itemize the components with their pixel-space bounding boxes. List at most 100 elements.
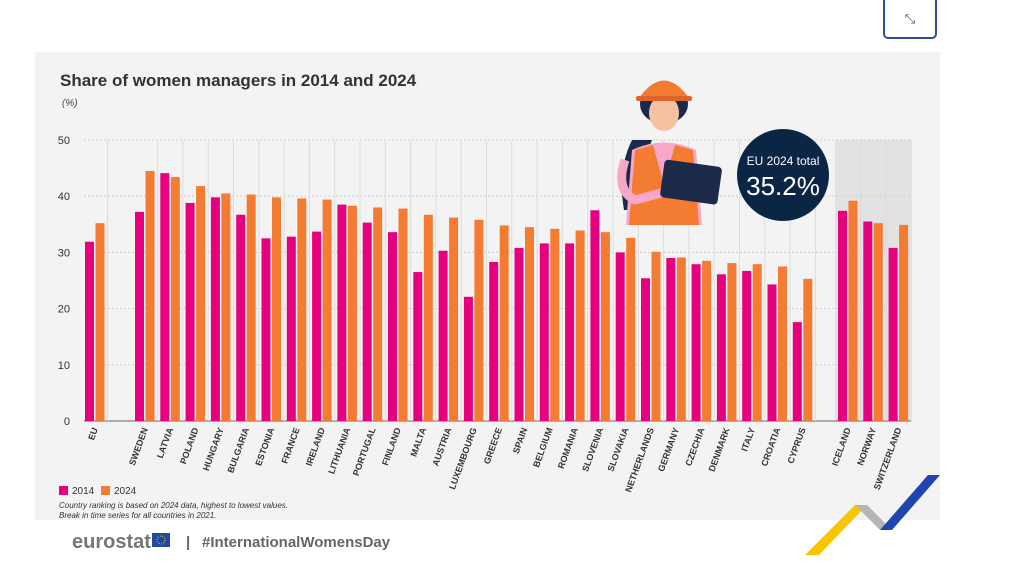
bar-2014-bulgaria xyxy=(236,214,246,421)
x-tick-label: HUNGARY xyxy=(201,426,226,472)
bar-2014-ireland xyxy=(312,231,322,421)
legend-swatch-2024 xyxy=(101,486,110,495)
bar-2014-cyprus xyxy=(792,322,802,421)
bar-2014-france xyxy=(286,236,296,421)
bar-2014-latvia xyxy=(160,173,170,421)
bar-2014-greece xyxy=(489,261,499,421)
chart-title: Share of women managers in 2014 and 2024 xyxy=(60,71,417,90)
x-tick-label: POLAND xyxy=(178,426,201,466)
bar-2024-czechia xyxy=(702,260,712,421)
x-tick-label: FINLAND xyxy=(380,426,403,467)
bar-2024-spain xyxy=(525,227,534,421)
bar-2024-italy xyxy=(752,264,762,421)
x-tick-label: BELGIUM xyxy=(531,426,555,468)
bar-2024-france xyxy=(297,198,307,421)
bar-2024-latvia xyxy=(170,177,180,421)
bar-2014-lithuania xyxy=(337,204,347,421)
x-tick-label: NORWAY xyxy=(855,426,878,467)
bar-2014-iceland xyxy=(838,210,847,421)
bar-2014-spain xyxy=(514,247,524,421)
bar-2024-poland xyxy=(196,186,206,421)
x-tick-label: CZECHIA xyxy=(683,426,706,467)
bar-2014-slovakia xyxy=(615,252,625,421)
bar-2024-malta xyxy=(423,214,433,421)
bar-2024-iceland xyxy=(848,200,858,421)
legend-label-2014: 2014 xyxy=(72,486,95,497)
bar-2014-malta xyxy=(413,272,423,421)
bar-2014-luxembourg xyxy=(463,296,473,421)
expand-icon: ⤡ xyxy=(904,10,916,26)
bar-2024-lithuania xyxy=(347,205,357,421)
x-tick-label: SLOVAKIA xyxy=(606,426,631,473)
bar-2024-greece xyxy=(499,225,509,421)
x-tick-label: SLOVENIA xyxy=(580,426,605,473)
bar-2014-poland xyxy=(185,202,195,421)
bar-2024-slovenia xyxy=(600,232,610,421)
bar-2014-finland xyxy=(388,232,397,421)
bar-2024-eu xyxy=(95,223,105,421)
x-tick-label: CYPRUS xyxy=(785,426,807,465)
legend-swatch-2014 xyxy=(59,486,68,495)
y-tick-label: 30 xyxy=(58,247,70,259)
bar-2024-estonia xyxy=(272,197,281,421)
bar-2024-netherlands xyxy=(651,251,661,421)
bar-2014-norway xyxy=(863,221,873,421)
eu-flag-icon xyxy=(152,533,170,547)
x-tick-label: PORTUGAL xyxy=(351,426,378,477)
badge-label: EU 2024 total xyxy=(747,154,820,168)
bar-2014-sweden xyxy=(135,211,144,421)
x-tick-label: GERMANY xyxy=(656,426,681,473)
bar-2014-germany xyxy=(666,258,676,421)
bar-2024-denmark xyxy=(727,263,737,421)
bar-2014-austria xyxy=(438,250,448,421)
x-tick-label: BULGARIA xyxy=(225,426,251,475)
x-tick-label: FRANCE xyxy=(279,426,301,465)
bar-2024-norway xyxy=(873,223,883,421)
note-ranking: Country ranking is based on 2024 data, h… xyxy=(59,501,288,510)
bar-2014-hungary xyxy=(210,197,220,421)
x-tick-label: LUXEMBOURG xyxy=(447,426,479,491)
bar-2024-switzerland xyxy=(899,224,909,421)
bar-2024-hungary xyxy=(221,193,231,421)
x-tick-label: LITHUANIA xyxy=(326,426,352,475)
woman-manager-illustration xyxy=(617,80,722,225)
bar-2024-sweden xyxy=(145,170,155,421)
x-tick-label: IRELAND xyxy=(304,426,327,467)
bar-2014-portugal xyxy=(362,222,372,421)
bar-2024-ireland xyxy=(322,199,332,421)
badge-value: 35.2% xyxy=(746,171,820,201)
x-tick-label: SPAIN xyxy=(511,426,530,455)
eurostat-logo: eurostat xyxy=(72,531,151,553)
x-tick-label: ROMANIA xyxy=(556,426,580,470)
x-tick-label: DENMARK xyxy=(707,426,732,473)
bar-2014-romania xyxy=(565,243,575,421)
bar-2024-luxembourg xyxy=(474,219,484,421)
x-tick-label: EU xyxy=(86,426,100,441)
bar-2024-finland xyxy=(398,208,408,421)
efta-shaded-region xyxy=(835,140,911,421)
bar-2014-czechia xyxy=(691,264,701,421)
bar-2014-netherlands xyxy=(641,278,650,421)
x-tick-label: GREECE xyxy=(482,426,504,465)
note-break: Break in time series for all countries i… xyxy=(59,511,216,520)
expand-button[interactable]: ⤡ xyxy=(883,0,937,39)
ribbon-decoration xyxy=(805,475,940,555)
bar-2014-switzerland xyxy=(888,247,898,421)
bar-2024-bulgaria xyxy=(246,194,256,421)
x-tick-label: ICELAND xyxy=(830,426,853,467)
bar-2014-eu xyxy=(85,241,94,421)
x-tick-label: LATVIA xyxy=(155,426,175,460)
footer-separator: | xyxy=(186,534,190,551)
x-tick-label: SWITZERLAND xyxy=(872,426,904,491)
bar-2014-denmark xyxy=(716,274,726,421)
bar-2024-germany xyxy=(676,257,686,421)
bar-2024-cyprus xyxy=(803,278,813,421)
bar-2014-croatia xyxy=(767,284,777,421)
y-tick-label: 0 xyxy=(64,416,70,428)
eu-total-badge: EU 2024 total 35.2% xyxy=(737,129,829,221)
x-tick-label: AUSTRIA xyxy=(430,426,453,467)
bar-2014-slovenia xyxy=(590,210,600,421)
bar-2024-romania xyxy=(575,230,585,421)
x-tick-label: SWEDEN xyxy=(127,426,150,467)
